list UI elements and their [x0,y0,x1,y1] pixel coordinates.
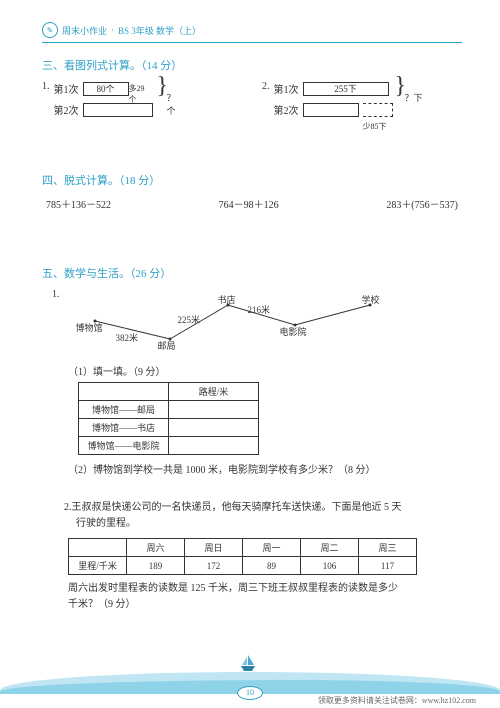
q2-block: 2.王叔叔是快递公司的一名快递员，他每天骑摩托车送快递。下面是他近 5 天 行驶… [64,500,462,532]
header-series: 周末小作业 [62,24,107,37]
book-icon: ✎ [42,22,58,38]
table-r1: 博物馆——邮局 [79,401,169,419]
place-cinema: 电影院 [280,325,307,338]
tbl2-d2: 周日 [185,539,243,557]
route-map: 博物馆 邮局 书店 电影院 学校 382米 225米 216米 [80,293,463,349]
boat-icon [240,655,256,676]
table-mileage: 周六 周日 周一 周二 周三 里程/千米 189 172 89 106 117 [68,538,417,575]
table-cell [169,401,259,419]
table-blank [79,383,169,401]
q2-ask: ？下 [405,91,423,104]
q2-second-label: 第2次 [274,102,299,117]
dist-3: 216米 [248,303,271,316]
tbl2-d1: 周六 [127,539,185,557]
page-number: 10 [237,686,263,700]
tbl2-v4: 106 [301,557,359,575]
q2-text2: 行驶的里程。 [76,518,136,529]
q1-second-label: 第2次 [54,102,79,117]
expr-1: 785＋136－522 [46,196,111,211]
tbl2-v3: 89 [243,557,301,575]
q2-ask1: 周六出发时里程表的读数是 125 千米，周三下班王叔叔里程表的读数是多少 [68,583,398,594]
tbl2-d4: 周二 [301,539,359,557]
dist-1: 382米 [116,331,139,344]
header: ✎ 周末小作业 · BS 3年级 数学（上） [42,22,462,38]
sub1-title: （1）填一填。（9 分） [68,363,462,378]
tbl2-blank [69,539,127,557]
header-divider [42,42,462,43]
table-routes: 路程/米 博物馆——邮局 博物馆——书店 博物馆——电影院 [78,382,259,455]
table-r3: 博物馆——电影院 [79,437,169,455]
place-bookstore: 书店 [218,293,236,306]
table-r2: 博物馆——书店 [79,419,169,437]
q1-extra: 多29个 [129,83,151,105]
table-cell [169,419,259,437]
diagram-2: 2. 第1次 255下 第2次 少85下 } ？下 [262,81,462,132]
tbl2-rowh: 里程/千米 [69,557,127,575]
dist-2: 225米 [178,313,201,326]
q1-first-box: 80个 [83,82,129,96]
sub2-text: （2）博物馆到学校一共是 1000 米，电影院到学校有多少米？（8 分） [68,463,462,478]
q1-ask: ？个 [167,91,176,117]
q1-num: 1. [52,289,60,357]
section5-title: 五、数学与生活。（26 分） [42,265,462,281]
table-cell [169,437,259,455]
tbl2-d3: 周一 [243,539,301,557]
q2-num: 2. [262,81,270,132]
tbl2-v5: 117 [359,557,417,575]
expr-3: 283＋(756－537) [386,196,458,211]
tbl2-v2: 172 [185,557,243,575]
q2-text1: 王叔叔是快递公司的一名快递员，他每天骑摩托车送快递。下面是他近 5 天 [72,502,402,513]
place-museum: 博物馆 [76,321,103,334]
q2-ask: 周六出发时里程表的读数是 125 千米，周三下班王叔叔里程表的读数是多少 千米？… [68,581,462,613]
tbl2-v1: 189 [127,557,185,575]
place-school: 学校 [362,293,380,306]
tbl2-d5: 周三 [359,539,417,557]
diagram-1: 1. 第1次 80个 第2次 多29个 } ？个 [42,81,242,132]
expr-2: 764－98＋126 [219,196,279,211]
table-h2: 路程/米 [169,383,259,401]
q2-dash-box [363,103,393,117]
section4-title: 四、脱式计算。（18 分） [42,172,462,188]
place-post: 邮局 [158,339,176,352]
section4-body: 785＋136－522 764－98＋126 283＋(756－537) [42,196,462,211]
q2-num: 2. [64,502,72,513]
q2-less: 少85下 [274,121,393,132]
q1-first-label: 第1次 [54,81,79,96]
header-grade: BS 3年级 数学（上） [118,24,201,37]
section3-title: 三、看图列式计算。（14 分） [42,57,462,73]
section3-body: 1. 第1次 80个 第2次 多29个 } ？个 [42,81,462,132]
q2-first-label: 第1次 [274,81,299,96]
copyright: 领取更多资料请关注试卷网：www.hz102.com [318,695,476,706]
q2-ask2: 千米？（9 分） [68,599,136,610]
q1-num: 1. [42,81,50,123]
header-dot: · [111,25,114,35]
q2-first-box: 255下 [303,82,389,96]
q2-second-box [303,103,359,117]
